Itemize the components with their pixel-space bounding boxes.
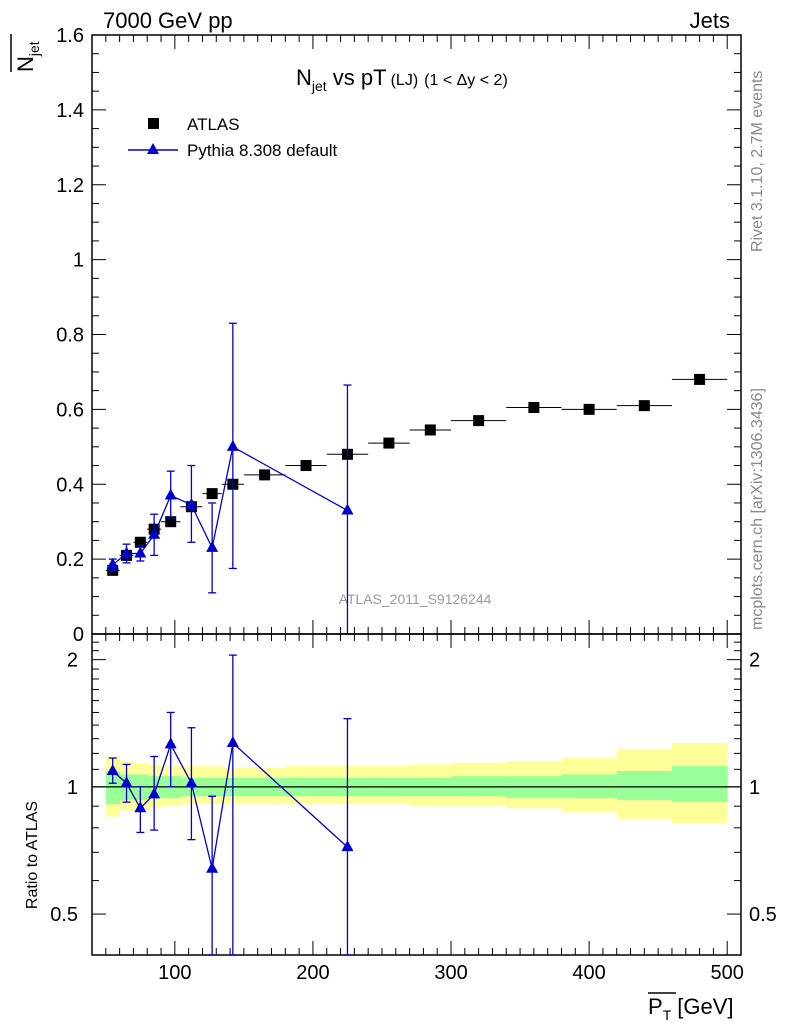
x-tick-label: 500 [711, 962, 744, 984]
ratio-point [148, 787, 161, 799]
pythia-point [148, 527, 161, 539]
y-tick-label: 0 [73, 624, 84, 646]
pythia-point [341, 503, 354, 515]
title-small: (LJ) [391, 72, 419, 89]
analysis-watermark: ATLAS_2011_S9126244 [339, 591, 492, 607]
atlas-point [206, 488, 218, 500]
pythia-point [164, 488, 177, 500]
ratio-tick-label-right: 2 [749, 650, 760, 672]
atlas-point [528, 402, 540, 414]
title-main: N [296, 65, 312, 90]
x-tick-label: 300 [434, 962, 467, 984]
ratio-tick-label-right: 0.5 [749, 904, 777, 926]
x-label-unit: [GeV] [677, 994, 733, 1019]
y-label-top-main: N [13, 56, 38, 72]
x-tick-label: 200 [296, 962, 329, 984]
atlas-point [165, 516, 177, 528]
x-label-sub: T [663, 1007, 672, 1023]
ratio-point [106, 764, 119, 776]
atlas-point [134, 536, 146, 548]
side-text-top: Rivet 3.1.10, 2.7M events [749, 71, 766, 252]
y-axis-top-label: Njet [10, 34, 42, 72]
header-right: Jets [690, 8, 730, 33]
x-tick-label: 100 [158, 962, 191, 984]
y-tick-label: 0.2 [56, 549, 84, 571]
ratio-point [341, 840, 354, 852]
y-label-top-sub: jet [26, 41, 42, 57]
atlas-point [383, 437, 395, 449]
svg-text:Njet: Njet [13, 41, 42, 72]
y-tick-label: 0.8 [56, 325, 84, 347]
ratio-point [185, 776, 198, 788]
ratio-tick-label-left: 2 [67, 650, 78, 672]
ratio-point [134, 801, 147, 813]
legend: ATLAS Pythia 8.308 default [128, 115, 338, 160]
pythia-point [134, 546, 147, 558]
title-main-sub: jet [311, 78, 327, 94]
atlas-point [583, 403, 595, 415]
y-tick-label: 0.4 [56, 474, 84, 496]
legend-label-pythia: Pythia 8.308 default [187, 141, 338, 160]
atlas-point [300, 460, 312, 472]
side-text-bottom: mcplots.cern.ch [arXiv:1306.3436] [749, 388, 766, 630]
ratio-band-inner [616, 771, 673, 801]
ratio-panel-frame [91, 633, 742, 956]
ratio-tick-label-left: 0.5 [50, 904, 78, 926]
y-tick-label: 0.6 [56, 399, 84, 421]
x-tick-label: 400 [572, 962, 605, 984]
pythia-point [106, 557, 119, 569]
ratio-band-inner [451, 776, 507, 797]
y-axis-bottom-label: Ratio to ATLAS [24, 801, 41, 909]
chart-title: Njet vs pT (LJ) (1 < Δy < 2) [296, 65, 508, 94]
atlas-point [259, 469, 271, 481]
svg-text:Njet vs pT(LJ)(1 < Δy < 2): Njet vs pT (LJ) (1 < Δy < 2) [296, 65, 508, 94]
y-tick-label: 1.6 [56, 25, 84, 47]
legend-marker-pythia [147, 143, 159, 154]
x-label-main: P [648, 994, 663, 1019]
legend-label-atlas: ATLAS [187, 115, 240, 134]
title-condition: (1 < Δy < 2) [424, 72, 508, 89]
pythia-point [120, 546, 133, 558]
pythia-point [185, 497, 198, 509]
ratio-band-inner [671, 766, 728, 803]
title-vs: vs pT [327, 65, 387, 90]
y-tick-label: 1.4 [56, 100, 84, 122]
y-tick-label: 1 [73, 250, 84, 272]
atlas-point [638, 400, 650, 412]
atlas-point [424, 424, 436, 436]
x-axis-label: PT [GeV] [648, 992, 734, 1023]
ratio-band-inner [105, 771, 121, 805]
atlas-point [473, 415, 485, 427]
header-left: 7000 GeV pp [103, 8, 233, 33]
ratio-panel [91, 633, 742, 956]
ratio-tick-label-right: 1 [749, 777, 760, 799]
ratio-point [206, 861, 219, 873]
svg-text:PT[GeV]: PT [GeV] [648, 994, 734, 1023]
legend-marker-atlas [148, 118, 159, 129]
ratio-point [226, 735, 239, 747]
pythia-point [226, 439, 239, 451]
ratio-point [164, 737, 177, 749]
atlas-point [694, 373, 706, 385]
y-tick-label: 1.2 [56, 175, 84, 197]
ratio-tick-label-left: 1 [67, 777, 78, 799]
pythia-point [206, 540, 219, 552]
ratio-point [120, 776, 133, 788]
pythia-line [112, 445, 348, 566]
